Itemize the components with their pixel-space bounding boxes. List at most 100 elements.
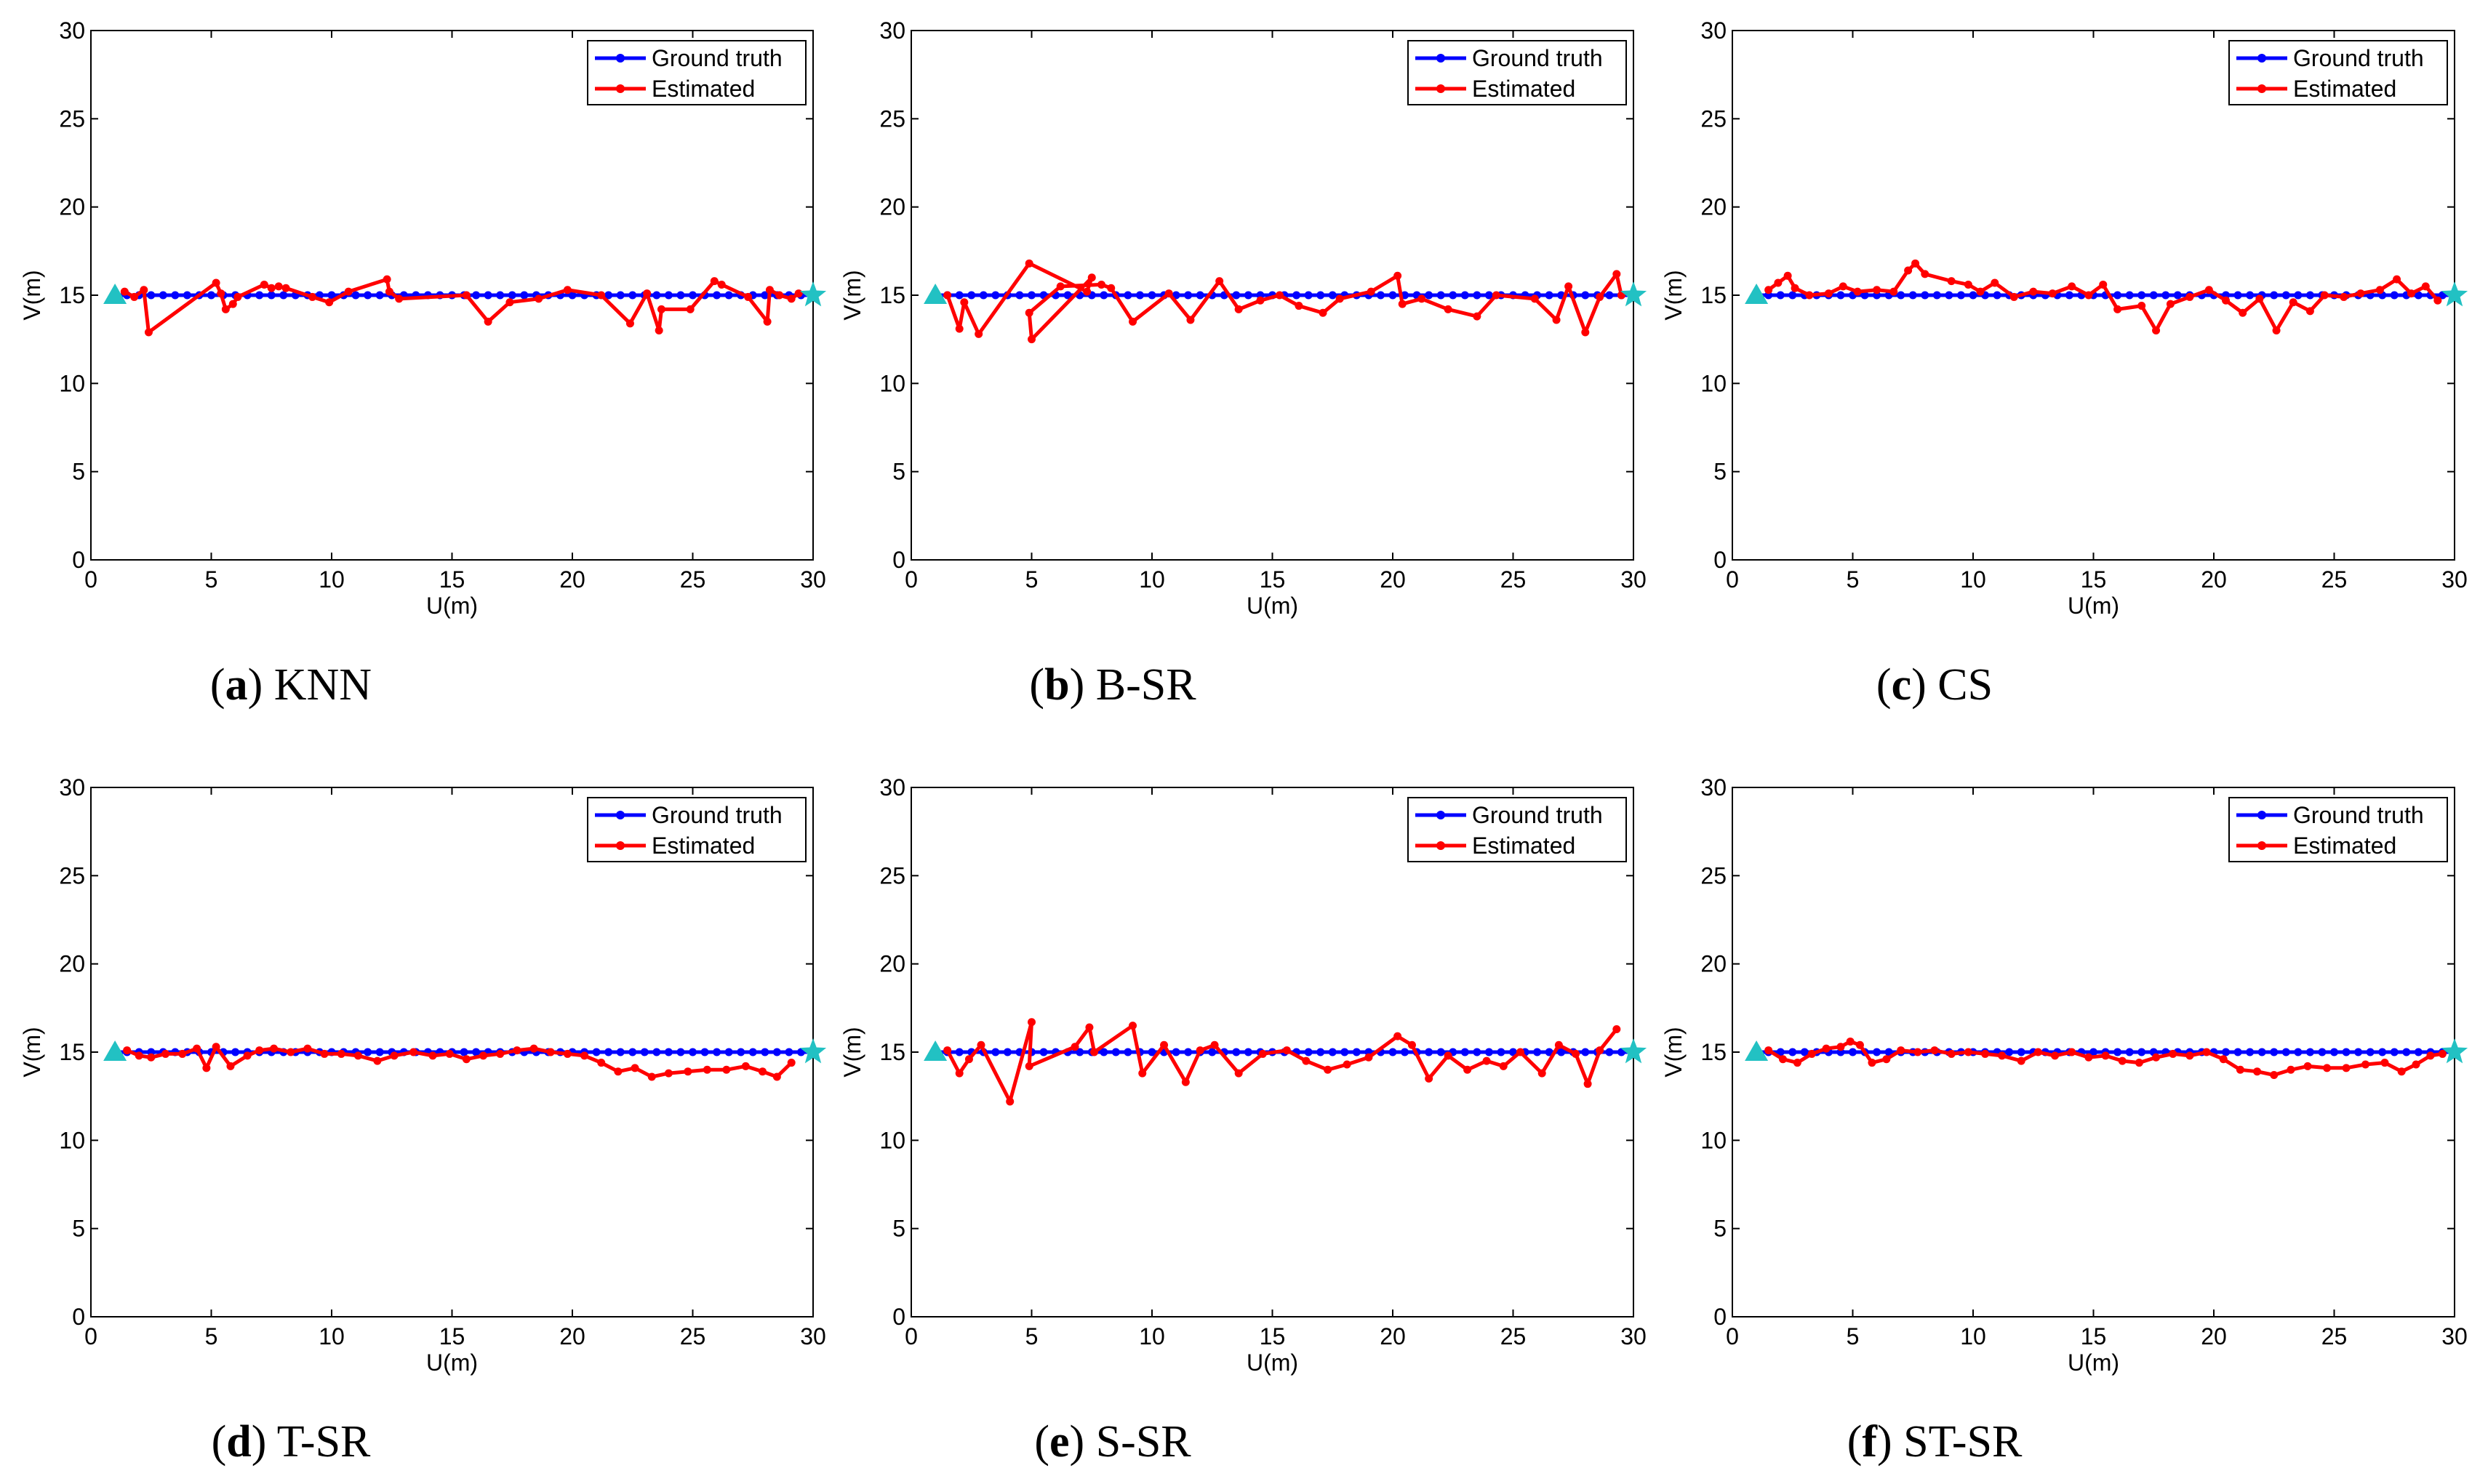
y-tick-label: 5: [1713, 1216, 1727, 1242]
x-tick-label: 15: [2081, 1323, 2107, 1349]
data-point-estimated: [233, 292, 242, 301]
caption-paren-open: (: [212, 1417, 227, 1467]
data-point-ground-truth: [207, 291, 215, 300]
panel-caption: (f) ST-SR: [1847, 1417, 2023, 1467]
data-point-estimated: [684, 1067, 692, 1076]
data-point-estimated: [1028, 335, 1036, 344]
data-point-estimated: [1129, 1022, 1137, 1030]
data-point-estimated: [320, 1049, 329, 1058]
x-tick-label: 25: [1500, 1323, 1527, 1349]
data-point-estimated: [2152, 1053, 2161, 1062]
data-point-ground-truth: [159, 291, 167, 300]
x-tick-label: 20: [559, 1323, 585, 1349]
data-point-estimated: [383, 275, 391, 284]
end-star-marker: [2441, 281, 2468, 307]
data-point-estimated: [1822, 1044, 1831, 1053]
data-point-estimated: [1583, 1080, 1592, 1088]
data-point-estimated: [1090, 1048, 1099, 1056]
data-point-estimated: [2219, 1055, 2228, 1064]
data-point-estimated: [2169, 1049, 2177, 1058]
data-point-ground-truth: [1028, 291, 1036, 300]
data-point-estimated: [1913, 1048, 1922, 1056]
y-tick-label: 25: [1700, 105, 1727, 132]
data-point-ground-truth: [2065, 291, 2073, 300]
data-point-estimated: [2033, 1048, 2042, 1056]
data-point-estimated: [2340, 292, 2348, 301]
data-point-ground-truth: [1376, 291, 1385, 300]
data-point-ground-truth: [1425, 291, 1433, 300]
y-tick-label: 25: [1700, 862, 1727, 889]
data-point-ground-truth: [1328, 291, 1337, 300]
data-point-estimated: [221, 305, 230, 313]
data-point-estimated: [2051, 1051, 2060, 1060]
x-tick-label: 20: [1380, 566, 1406, 593]
data-point-ground-truth: [1557, 1048, 1566, 1056]
data-point-ground-truth: [1605, 291, 1614, 300]
legend: Ground truth Estimated: [587, 797, 807, 862]
data-point-estimated: [1444, 1051, 1452, 1060]
caption-paren-close: ): [1070, 1417, 1096, 1467]
data-point-ground-truth: [1172, 1048, 1180, 1056]
data-point-estimated: [496, 1049, 505, 1058]
data-point-ground-truth: [761, 291, 769, 300]
y-tick-label: 0: [1713, 1304, 1727, 1330]
data-point-ground-truth: [1921, 291, 1929, 300]
data-point-ground-truth: [1545, 1048, 1553, 1056]
x-tick-label: 20: [2201, 1323, 2227, 1349]
data-point-ground-truth: [1292, 291, 1301, 300]
x-tick-label: 15: [439, 566, 465, 593]
data-point-estimated: [717, 280, 726, 289]
data-point-estimated: [161, 1049, 170, 1058]
data-point-ground-truth: [1304, 291, 1313, 300]
data-point-estimated: [1367, 287, 1375, 296]
data-point-ground-truth: [2017, 1048, 2025, 1056]
data-point-estimated: [1234, 1069, 1243, 1078]
data-point-ground-truth: [1184, 1048, 1193, 1056]
data-point-estimated: [1612, 1024, 1621, 1033]
y-tick-label: 30: [1700, 774, 1727, 801]
data-point-ground-truth: [955, 291, 964, 300]
caption-method: T-SR: [277, 1417, 371, 1467]
data-point-estimated: [2305, 307, 2314, 316]
caption-paren-open: (: [1034, 1417, 1049, 1467]
start-triangle-marker: [924, 1040, 948, 1061]
data-point-estimated: [1083, 287, 1092, 296]
data-point-ground-truth: [2246, 1048, 2255, 1056]
data-point-ground-truth: [1776, 291, 1785, 300]
data-point-ground-truth: [1484, 291, 1493, 300]
legend-label: Estimated: [652, 76, 755, 102]
data-point-ground-truth: [592, 1048, 601, 1056]
x-tick-label: 10: [1960, 566, 1986, 593]
data-point-ground-truth: [628, 1048, 637, 1056]
data-point-estimated: [1025, 259, 1033, 268]
data-point-estimated: [664, 1069, 673, 1078]
y-axis-label: V(m): [19, 1027, 45, 1077]
caption-paren-open: (: [1847, 1417, 1863, 1467]
data-point-ground-truth: [748, 1048, 757, 1056]
data-point-estimated: [1612, 270, 1621, 278]
data-point-ground-truth: [267, 291, 276, 300]
data-point-estimated: [135, 1051, 143, 1060]
y-tick-label: 0: [1713, 547, 1727, 573]
data-point-estimated: [1186, 316, 1195, 324]
data-point-estimated: [1302, 1056, 1311, 1065]
data-point-ground-truth: [616, 1048, 625, 1056]
data-point-ground-truth: [2125, 291, 2134, 300]
data-point-estimated: [373, 1056, 382, 1065]
data-point-estimated: [1783, 271, 1792, 280]
data-point-estimated: [428, 1051, 437, 1060]
data-point-estimated: [308, 292, 317, 301]
data-point-estimated: [1107, 284, 1116, 292]
end-star-marker: [1620, 281, 1647, 307]
y-tick-label: 20: [59, 951, 85, 977]
data-point-ground-truth: [628, 291, 637, 300]
data-point-estimated: [964, 1055, 973, 1064]
y-tick-label: 10: [1700, 1127, 1727, 1153]
caption-method: CS: [1937, 660, 1993, 710]
data-point-ground-truth: [1184, 291, 1193, 300]
data-point-estimated: [2099, 280, 2108, 289]
data-point-estimated: [1964, 1048, 1972, 1056]
x-tick-label: 0: [84, 566, 97, 593]
data-point-estimated: [647, 1072, 656, 1081]
